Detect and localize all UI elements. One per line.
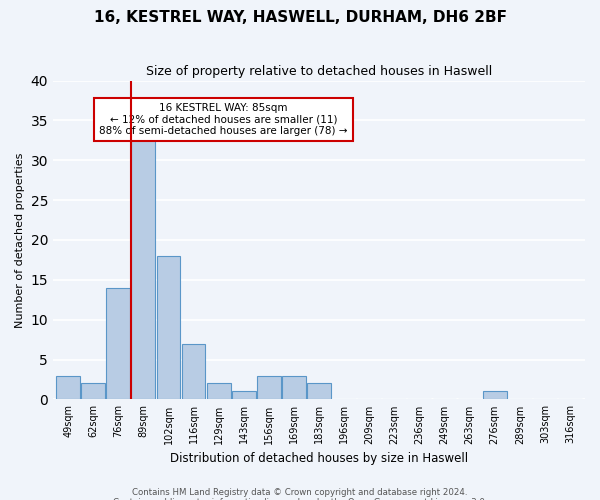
Bar xyxy=(257,376,281,400)
Text: Contains HM Land Registry data © Crown copyright and database right 2024.: Contains HM Land Registry data © Crown c… xyxy=(132,488,468,497)
Bar xyxy=(81,384,105,400)
Bar xyxy=(157,256,181,400)
Bar xyxy=(483,392,506,400)
Bar xyxy=(307,384,331,400)
Bar xyxy=(106,288,130,400)
Text: Contains public sector information licensed under the Open Government Licence v3: Contains public sector information licen… xyxy=(113,498,487,500)
Y-axis label: Number of detached properties: Number of detached properties xyxy=(15,152,25,328)
Bar xyxy=(282,376,306,400)
Bar xyxy=(131,136,155,400)
Text: 16, KESTREL WAY, HASWELL, DURHAM, DH6 2BF: 16, KESTREL WAY, HASWELL, DURHAM, DH6 2B… xyxy=(94,10,506,25)
Bar xyxy=(182,344,205,400)
Bar xyxy=(207,384,230,400)
Bar xyxy=(56,376,80,400)
Title: Size of property relative to detached houses in Haswell: Size of property relative to detached ho… xyxy=(146,65,492,78)
X-axis label: Distribution of detached houses by size in Haswell: Distribution of detached houses by size … xyxy=(170,452,468,465)
Bar xyxy=(232,392,256,400)
Text: 16 KESTREL WAY: 85sqm
← 12% of detached houses are smaller (11)
88% of semi-deta: 16 KESTREL WAY: 85sqm ← 12% of detached … xyxy=(99,103,347,136)
